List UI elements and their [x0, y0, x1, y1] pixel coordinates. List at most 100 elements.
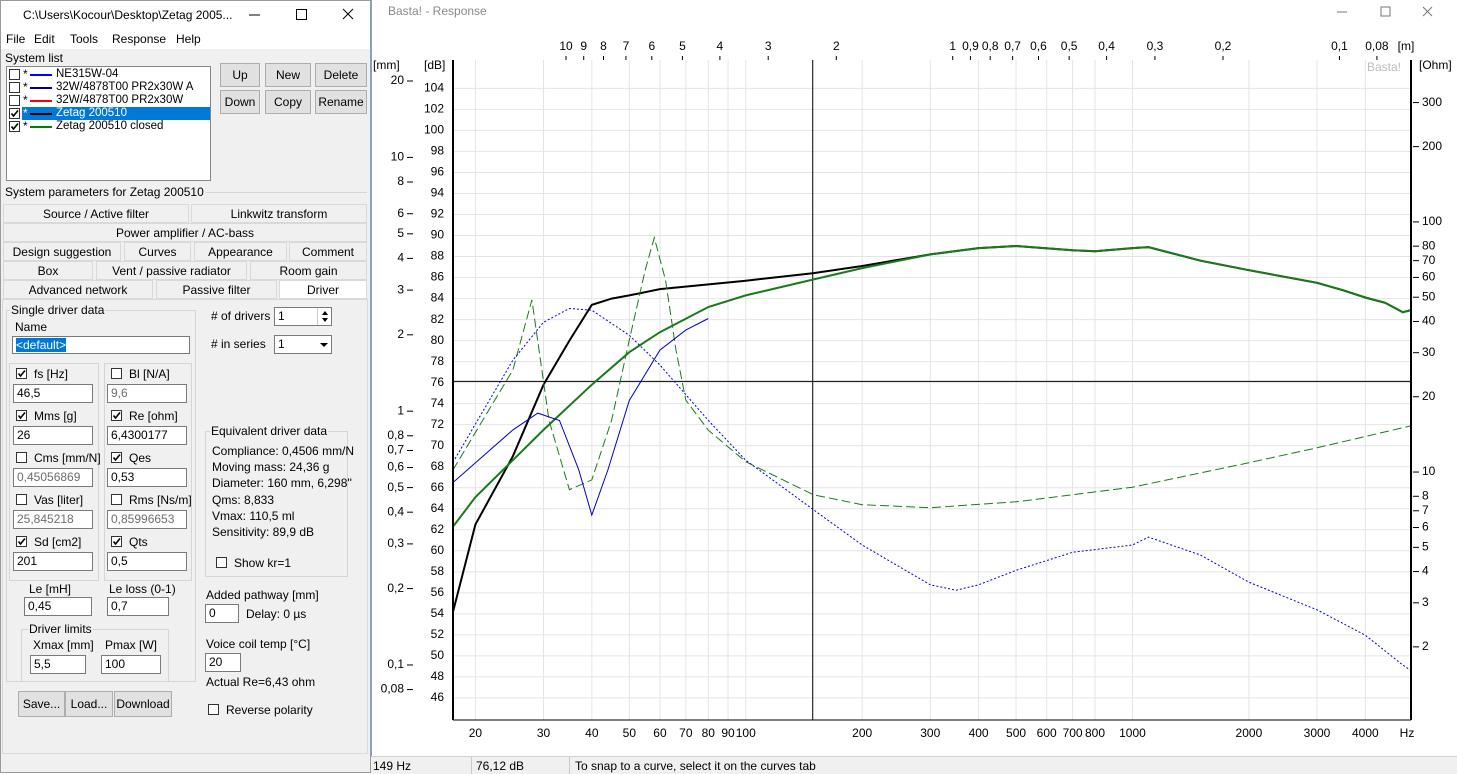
field-input[interactable]: 0,53 [107, 468, 187, 487]
curves [453, 235, 1411, 672]
button[interactable]: Load... [65, 691, 113, 717]
field-input[interactable]: 9,6 [107, 384, 187, 403]
checkbox[interactable] [9, 108, 20, 119]
checkbox[interactable] [111, 494, 122, 505]
status-level: 76,12 dB [476, 759, 525, 773]
tab[interactable]: Linkwitz transform [191, 204, 367, 223]
field-input[interactable]: 6,4300177 [107, 426, 187, 445]
x-tick-label: 1000 [1119, 726, 1146, 740]
tab[interactable]: Passive filter [156, 280, 277, 299]
tab[interactable]: Comment [289, 242, 367, 261]
x-tick-label: 4000 [1352, 726, 1379, 740]
tab[interactable]: Power amplifier / AC-bass [3, 223, 367, 242]
menu-bar [1, 29, 370, 49]
menu-item[interactable]: Tools [70, 32, 99, 46]
tab[interactable]: Curves [124, 242, 191, 261]
button[interactable]: New [265, 63, 311, 87]
tab[interactable]: Source / Active filter [3, 204, 189, 223]
y2-tick-label: 8 [1422, 488, 1429, 502]
y-tick-label: 76 [431, 375, 445, 389]
checkbox[interactable] [16, 494, 27, 505]
checkbox[interactable] [16, 368, 27, 379]
tab[interactable]: Box [3, 261, 93, 280]
button[interactable]: Up [220, 63, 260, 87]
system-name[interactable]: Zetag 200510 closed [56, 120, 164, 132]
menu-item[interactable]: Response [112, 32, 167, 46]
field-input[interactable]: 0,85996653 [107, 510, 187, 529]
button[interactable]: Down [220, 90, 260, 114]
tab[interactable]: Driver [279, 280, 367, 299]
tab[interactable]: Vent / passive radiator [96, 261, 247, 280]
checkbox[interactable] [9, 69, 20, 80]
tab[interactable]: Design suggestion [3, 242, 121, 261]
field-input[interactable]: 0,45 [24, 597, 92, 616]
checkbox[interactable] [111, 368, 122, 379]
tab[interactable]: Appearance [194, 242, 287, 261]
window-controls[interactable] [241, 1, 370, 29]
y-tick-label: 68 [431, 459, 445, 473]
y-tick-label: 84 [431, 291, 445, 305]
separator [569, 757, 570, 774]
field-input[interactable]: 5,5 [30, 655, 86, 674]
menu-item[interactable]: Help [176, 32, 201, 46]
field-input[interactable]: 0 [205, 604, 239, 623]
field-input[interactable]: 0,45056869 [13, 468, 93, 487]
checkbox[interactable] [111, 536, 122, 547]
field-input[interactable]: 26 [13, 426, 93, 445]
x-tick-label: 60 [653, 726, 667, 740]
checkbox[interactable] [208, 704, 219, 715]
checkbox[interactable] [16, 536, 27, 547]
name-input[interactable]: <default> [12, 336, 190, 354]
tab[interactable]: Advanced network [3, 280, 153, 299]
x2-tick-label: 0,3 [1147, 39, 1164, 53]
x2-tick-label: 0,08 [1365, 39, 1389, 53]
field-input[interactable]: 0,7 [107, 597, 169, 616]
label: Voice coil temp [°C] [206, 637, 311, 651]
checkbox[interactable] [216, 557, 227, 568]
x2-tick-label: 1 [949, 39, 956, 53]
y3-tick-label: 8 [397, 174, 404, 188]
field-input[interactable]: 25,845218 [13, 510, 93, 529]
group-label: Driver limits [28, 622, 93, 636]
y-tick-label: 98 [431, 144, 445, 158]
button[interactable]: Save... [18, 691, 65, 717]
checkbox[interactable] [16, 410, 27, 421]
system-name[interactable]: 32W/4878T00 PR2x30W [56, 94, 184, 106]
system-name[interactable]: 32W/4878T00 PR2x30W A [56, 81, 194, 93]
checkbox[interactable] [9, 82, 20, 93]
menu-item[interactable]: File [6, 32, 26, 46]
button[interactable]: Download [114, 691, 172, 717]
tab[interactable]: Room gain [250, 261, 367, 280]
menu-item[interactable]: Edit [34, 32, 55, 46]
y-tick-label: 86 [431, 270, 445, 284]
system-list[interactable] [6, 66, 211, 181]
button[interactable]: Rename [315, 90, 367, 114]
system-name[interactable]: NE315W-04 [56, 68, 119, 80]
checkbox[interactable] [9, 121, 20, 132]
equivalent-line: Diameter: 160 mm, 6,298'' [212, 476, 352, 491]
window-controls[interactable] [1337, 6, 1433, 17]
field-input[interactable]: 20 [205, 653, 241, 672]
field-input[interactable]: 46,5 [13, 384, 93, 403]
checkbox[interactable] [111, 452, 122, 463]
checkbox[interactable] [16, 452, 27, 463]
x2-tick-label: 0,8 [982, 39, 999, 53]
button[interactable]: Delete [315, 63, 367, 87]
field-input[interactable]: 0,5 [107, 552, 187, 571]
x2-tick-label: 3 [765, 39, 772, 53]
response-window: Basta! - Response 4648505254565860626466… [371, 0, 1457, 773]
y3-tick-label: 3 [397, 282, 404, 296]
x-tick-label: 600 [1037, 726, 1057, 740]
combo-box[interactable]: 1 [274, 335, 332, 354]
system-name[interactable]: Zetag 200510 [56, 107, 127, 119]
field-input[interactable]: 201 [13, 552, 93, 571]
y3-tick-label: 1 [397, 403, 404, 417]
y2-tick-label: 10 [1422, 464, 1436, 478]
y3-tick-label: 2 [397, 327, 404, 341]
button[interactable]: Copy [265, 90, 311, 114]
field-input[interactable]: 100 [101, 655, 161, 674]
checkbox[interactable] [9, 95, 20, 106]
main-window: C:\Users\Kocour\Desktop\Zetag 2005... Fil… [0, 0, 371, 773]
y-tick-label: 48 [431, 669, 445, 683]
checkbox[interactable] [111, 410, 122, 421]
